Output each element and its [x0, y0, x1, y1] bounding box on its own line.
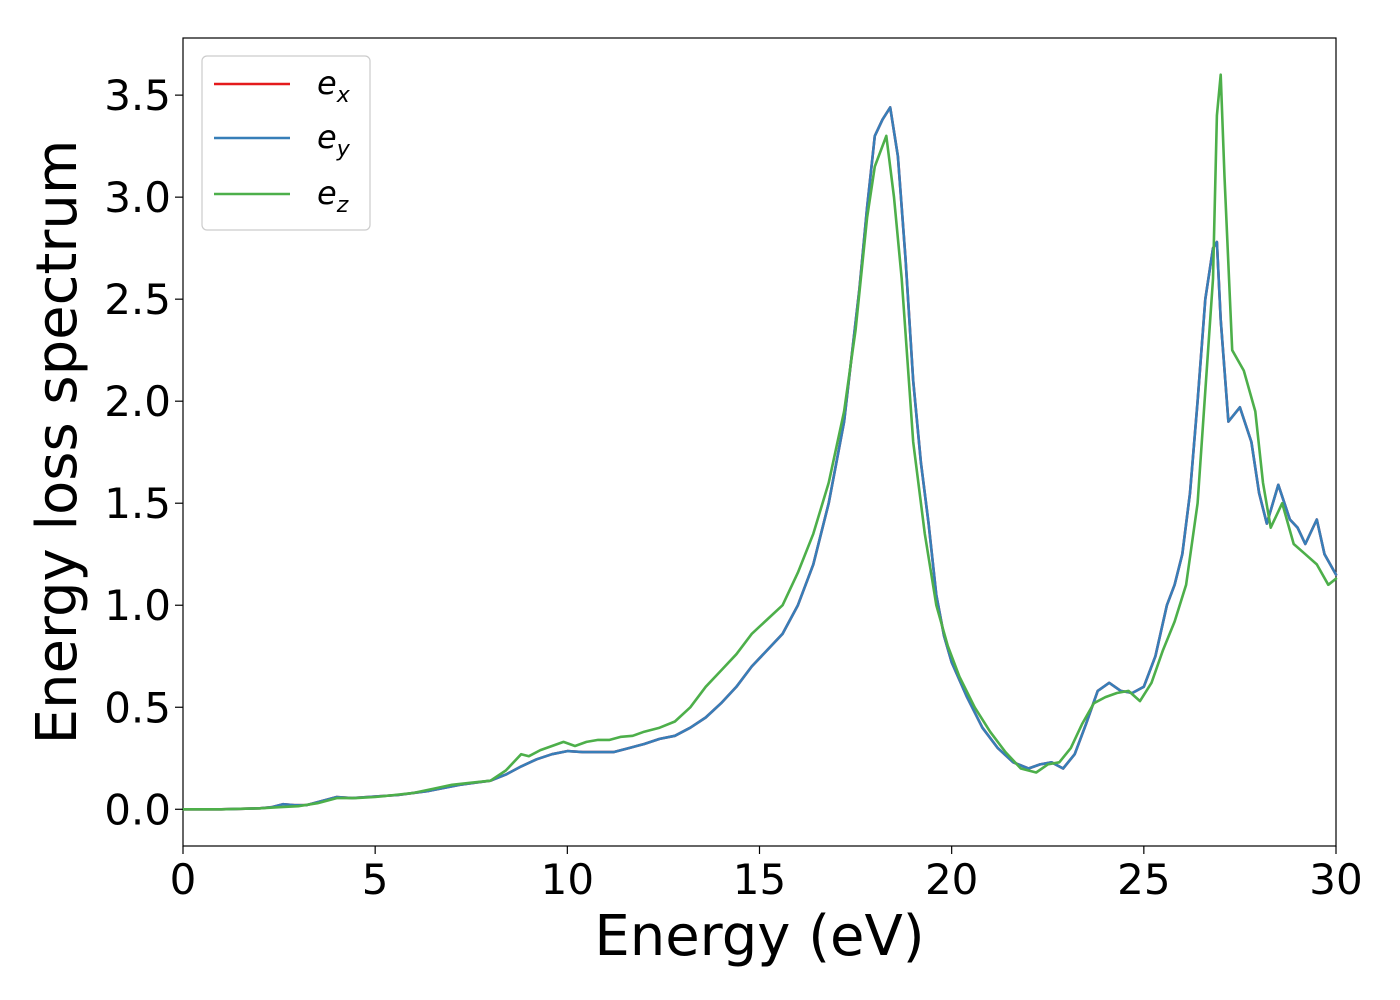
- y-tick-label: 1.5: [104, 479, 171, 528]
- x-tick-label: 20: [925, 855, 978, 904]
- y-axis: 0.0 0.5 1.0 1.5 2.0 2.5 3.0 3.5: [104, 71, 183, 834]
- series-line-y: [181, 106, 1338, 811]
- x-tick-label: 5: [362, 855, 389, 904]
- x-tick-label: 30: [1309, 855, 1362, 904]
- legend-label-y: ey: [317, 118, 351, 162]
- legend-label-x: ex: [317, 64, 351, 108]
- y-tick-label: 2.0: [104, 377, 171, 426]
- legend-box: [201, 55, 371, 231]
- series-layer: [181, 73, 1338, 811]
- x-tick-label: 0: [170, 855, 197, 904]
- legend-label-main: e: [317, 174, 337, 212]
- x-tick-label: 15: [733, 855, 786, 904]
- y-tick-label: 2.5: [104, 275, 171, 324]
- x-tick-label: 10: [541, 855, 594, 904]
- legend-label-subscript: x: [336, 83, 351, 108]
- legend-label-main: e: [317, 118, 337, 156]
- legend-label-z: ez: [317, 174, 349, 218]
- x-axis-title: Energy (eV): [594, 904, 924, 969]
- series-line-z: [181, 73, 1338, 811]
- x-axis: 0 5 10 15 20 25 30: [170, 846, 1363, 904]
- y-tick-label: 1.0: [104, 581, 171, 630]
- y-tick-label: 0.0: [104, 785, 171, 834]
- legend-label-main: e: [317, 64, 337, 102]
- x-tick-label: 25: [1117, 855, 1170, 904]
- legend-label-subscript: z: [336, 193, 349, 218]
- y-axis-title: Energy loss spectrum: [25, 140, 90, 745]
- y-tick-label: 3.0: [104, 173, 171, 222]
- y-tick-label: 3.5: [104, 71, 171, 120]
- legend-label-subscript: y: [336, 137, 351, 162]
- y-tick-label: 0.5: [104, 683, 171, 732]
